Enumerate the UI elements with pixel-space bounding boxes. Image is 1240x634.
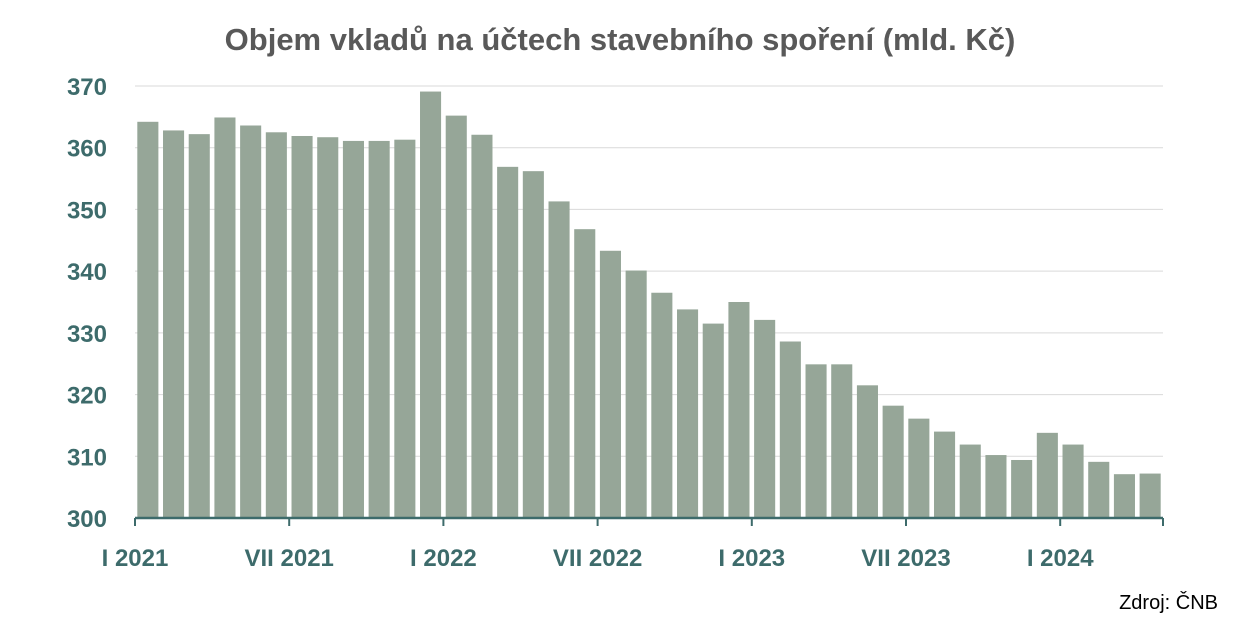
bar-2023-11 (1011, 459, 1033, 518)
x-tick-label: I 2024 (1027, 545, 1094, 572)
bar-2024-02 (1088, 461, 1110, 518)
bar-2023-05 (856, 385, 878, 518)
bar-2022-04 (522, 171, 544, 518)
y-tick-label: 350 (67, 197, 107, 224)
bar-2022-01 (445, 115, 467, 518)
bar-2021-01 (137, 121, 159, 519)
x-tick-label: VII 2022 (553, 545, 642, 572)
bar-2022-06 (574, 229, 596, 519)
bar-2021-05 (240, 125, 262, 519)
bar-2022-08 (625, 270, 647, 518)
bar-2022-03 (497, 166, 519, 519)
bar-2023-07 (908, 418, 930, 518)
bar-2021-10 (368, 140, 390, 518)
bar-2024-03 (1113, 474, 1135, 518)
y-tick-label: 300 (67, 506, 107, 533)
y-tick-label: 320 (67, 383, 107, 410)
bar-2023-01 (754, 319, 776, 518)
bar-2023-04 (831, 364, 853, 518)
bar-2021-03 (188, 134, 210, 518)
bar-2023-02 (779, 341, 801, 518)
y-tick-label: 360 (67, 136, 107, 163)
bar-2022-07 (599, 250, 621, 518)
bar-2021-12 (420, 91, 442, 518)
bar-2024-01 (1062, 444, 1084, 518)
bar-2023-03 (805, 364, 827, 518)
x-tick-label: I 2021 (102, 545, 169, 572)
bar-2022-02 (471, 134, 493, 519)
source-note: Zdroj: ČNB (1119, 592, 1218, 614)
x-tick-label: VII 2021 (244, 545, 333, 572)
bar-2023-06 (882, 405, 904, 518)
y-tick-label: 330 (67, 321, 107, 348)
bar-2022-09 (651, 292, 673, 518)
bar-2021-04 (214, 117, 236, 518)
bar-2021-06 (265, 132, 287, 519)
bar-2021-07 (291, 135, 313, 518)
bar-2023-09 (959, 444, 981, 518)
bar-2021-11 (394, 139, 416, 519)
bar-2023-10 (985, 455, 1007, 518)
y-tick-label: 370 (67, 74, 107, 101)
x-tick-label: I 2022 (410, 545, 477, 572)
bar-2022-05 (548, 201, 570, 519)
bar-2023-12 (1036, 432, 1058, 518)
x-axis-ticks: I 2021 VII 2021 I 2022 VII 2022 I 2023 VII 20… (102, 545, 1095, 572)
bar-2022-10 (677, 309, 699, 518)
chart-title: Objem vkladů na účtech stavebního spořen… (224, 22, 1016, 57)
y-axis-ticks: 300 310 320 330 340 350 360 370 (67, 74, 107, 533)
bar-2021-08 (317, 137, 339, 519)
bar-2021-09 (342, 140, 364, 518)
gridlines (135, 85, 1163, 457)
bar-2022-12 (728, 302, 750, 518)
bar-2024-04 (1139, 473, 1161, 518)
y-tick-label: 340 (67, 259, 107, 286)
bars (137, 91, 1161, 519)
bar-2021-02 (163, 130, 185, 519)
x-tick-label: VII 2023 (861, 545, 950, 572)
x-axis (134, 516, 1164, 526)
y-tick-label: 310 (67, 444, 107, 471)
bar-2022-11 (702, 323, 724, 518)
x-tick-label: I 2023 (718, 545, 785, 572)
bar-2023-08 (934, 431, 956, 518)
